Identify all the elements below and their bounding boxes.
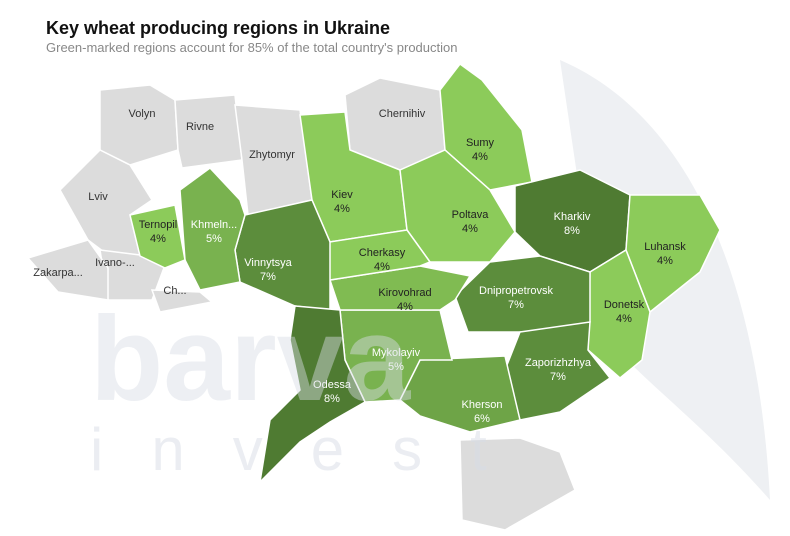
- region-label: Kharkiv: [554, 211, 591, 223]
- region-label: Sumy: [466, 137, 495, 149]
- region-share: 8%: [324, 393, 340, 405]
- region-label: Zhytomyr: [249, 149, 295, 161]
- watermark-logo: barva: [90, 292, 411, 426]
- region-share: 5%: [206, 233, 222, 245]
- region-share: 4%: [374, 261, 390, 273]
- title: Key wheat producing regions in Ukraine: [46, 18, 390, 38]
- region-shape: [258, 305, 366, 485]
- region-label: Luhansk: [644, 241, 686, 253]
- region-share: 6%: [474, 413, 490, 425]
- region-share: 4%: [334, 203, 350, 215]
- region-share: 4%: [462, 223, 478, 235]
- region-label: Mykolayiv: [372, 347, 421, 359]
- region-label: Odessa: [313, 379, 352, 391]
- region-label: Chernihiv: [379, 108, 426, 120]
- region-label: Zakarpa...: [33, 267, 83, 279]
- region-share: 7%: [508, 299, 524, 311]
- region-share: 4%: [657, 255, 673, 267]
- region-share: 8%: [564, 225, 580, 237]
- region-label: Khmeln...: [191, 219, 237, 231]
- region-label: Ternopil: [139, 219, 178, 231]
- region-share: 4%: [150, 233, 166, 245]
- region-share: 4%: [472, 151, 488, 163]
- region-share: 4%: [397, 301, 413, 313]
- region-shape: [174, 94, 243, 169]
- region-share: 4%: [616, 313, 632, 325]
- region-shape: [150, 289, 214, 313]
- region-label: Dnipropetrovsk: [479, 285, 553, 297]
- region-share: 7%: [550, 371, 566, 383]
- region-label: Rivne: [186, 121, 214, 133]
- region-label: Kirovohrad: [378, 287, 431, 299]
- region-share: 5%: [388, 361, 404, 373]
- crimea: [459, 437, 576, 531]
- region-shape: [129, 204, 186, 269]
- region-share: 7%: [260, 271, 276, 283]
- region-label: Kherson: [462, 399, 503, 411]
- watermark-tagline: invest: [90, 416, 535, 483]
- region-label: Ch...: [163, 285, 186, 297]
- region-shape: [99, 84, 179, 166]
- region-label: Vinnytsya: [244, 257, 292, 269]
- region-shape: [179, 167, 246, 291]
- region-label: Kiev: [331, 189, 353, 201]
- region-label: Poltava: [452, 209, 490, 221]
- subtitle: Green-marked regions account for 85% of …: [46, 40, 457, 55]
- region-label: Cherkasy: [359, 247, 406, 259]
- region-shape: [26, 239, 109, 301]
- region-label: Volyn: [129, 108, 156, 120]
- region-label: Zaporizhzhya: [525, 357, 592, 369]
- region-label: Donetsk: [604, 299, 645, 311]
- region-label: Lviv: [88, 191, 108, 203]
- region-label: Ivano-...: [95, 257, 135, 269]
